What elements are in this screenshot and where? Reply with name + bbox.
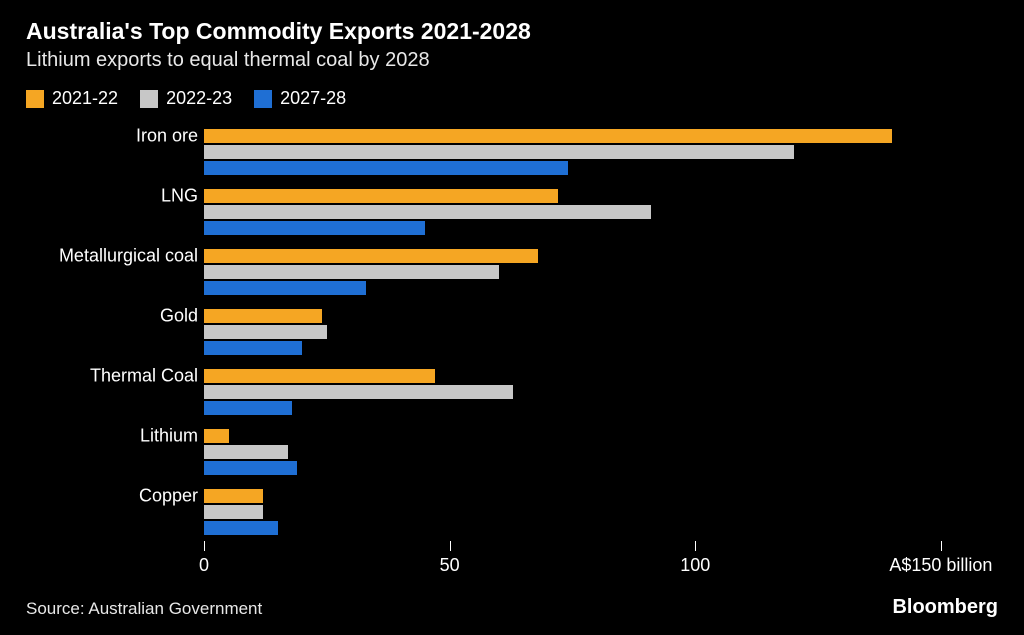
chart-title: Australia's Top Commodity Exports 2021-2… [26,18,998,45]
y-axis-labels: Iron ore LNG Metallurgical coal Gold Thermal… [26,123,198,581]
bar [204,281,366,295]
legend-swatch [254,90,272,108]
bar [204,521,278,535]
bar [204,309,322,323]
x-tick [204,541,205,551]
bar [204,445,288,459]
brand-label: Bloomberg [892,596,998,619]
legend-label: 2022-23 [166,88,232,109]
legend-item: 2027-28 [254,88,346,109]
y-axis-label: Copper [139,486,198,507]
bar [204,205,651,219]
bar [204,189,558,203]
bar [204,461,297,475]
x-tick [941,541,942,551]
bar [204,401,292,415]
legend-item: 2022-23 [140,88,232,109]
bar [204,145,794,159]
y-axis-label: Lithium [140,426,198,447]
bar [204,265,499,279]
chart-area: Iron oreLNGMetallurgical coalGoldThermal… [204,123,988,581]
legend-swatch [26,90,44,108]
legend-item: 2021-22 [26,88,118,109]
y-axis-label: Gold [160,306,198,327]
x-tick-label: A$150 billion [889,555,992,576]
bar [204,161,568,175]
legend-label: 2021-22 [52,88,118,109]
bar [204,341,302,355]
bar [204,369,435,383]
plot-region [204,123,988,581]
y-axis-label: Iron ore [136,126,198,147]
x-tick-label: 0 [199,555,209,576]
y-axis-label: Thermal Coal [90,366,198,387]
source-attribution: Source: Australian Government [26,599,262,619]
legend: 2021-22 2022-23 2027-28 [26,88,998,109]
bar [204,129,892,143]
legend-swatch [140,90,158,108]
bar [204,249,538,263]
legend-label: 2027-28 [280,88,346,109]
bar [204,221,425,235]
x-tick [450,541,451,551]
y-axis-label: LNG [161,186,198,207]
x-tick [695,541,696,551]
y-axis-label: Metallurgical coal [59,246,198,267]
x-tick-label: 50 [440,555,460,576]
bar [204,385,513,399]
chart-subtitle: Lithium exports to equal thermal coal by… [26,49,998,72]
bar [204,505,263,519]
bar [204,325,327,339]
x-tick-label: 100 [680,555,710,576]
bar [204,489,263,503]
bar [204,429,229,443]
